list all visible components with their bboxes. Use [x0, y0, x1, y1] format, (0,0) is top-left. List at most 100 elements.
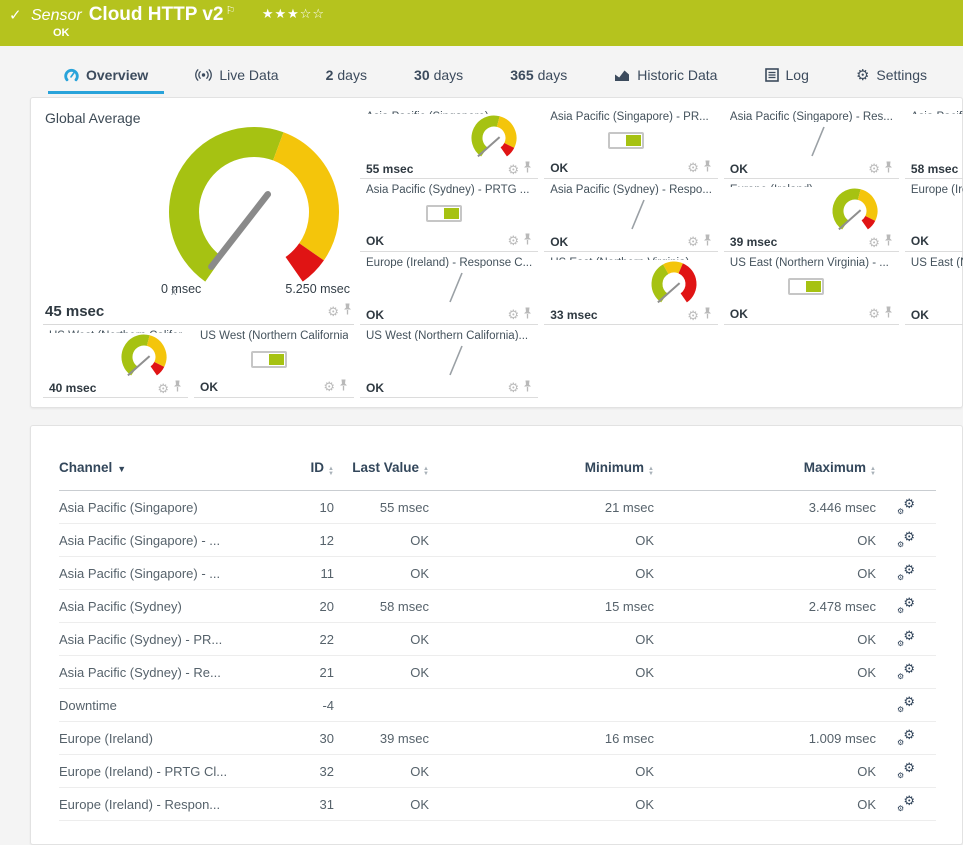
edit-channel-icon[interactable]: ⚙ ⚙	[897, 627, 915, 648]
pin-icon[interactable]	[884, 233, 893, 251]
global-average-panel: Global Average x̄ 0 msec 5.250 msec 45 m…	[43, 106, 354, 325]
channel-cell[interactable]: Asia Pacific (Sydney) - PR...	[59, 622, 254, 656]
stars-empty[interactable]: ☆☆	[299, 6, 326, 21]
pin-icon-glyph	[524, 161, 532, 173]
channel-gear-icon[interactable]: ⚙	[507, 307, 520, 323]
channel-cell[interactable]: Asia Pacific (Singapore) - ...	[59, 523, 254, 557]
channel-panel-title: US West (Northern California)...	[200, 330, 348, 342]
edit-channel-icon[interactable]: ⚙ ⚙	[897, 528, 915, 549]
channel-gear-icon[interactable]: ⚙	[868, 306, 880, 321]
sort-toggle-icon[interactable]: ▲ ▼	[328, 466, 334, 477]
channel-gear-icon[interactable]: ⚙	[157, 380, 169, 396]
id-cell: 21	[254, 655, 334, 689]
channel-panel-title: US East (Northern Virginia) - ...	[910, 257, 963, 268]
pin-icon[interactable]	[173, 379, 182, 397]
priority-stars[interactable]: ★★★☆☆	[262, 6, 325, 21]
pin-icon[interactable]	[523, 160, 532, 178]
edit-channel-icon[interactable]: ⚙ ⚙	[897, 792, 915, 813]
pin-icon[interactable]	[523, 379, 532, 397]
channel-gear-icon[interactable]: ⚙	[687, 307, 699, 323]
column-header-last-value[interactable]: Last Value ▲ ▼	[334, 444, 429, 491]
tab-settings[interactable]: ⚙ Settings	[840, 62, 943, 91]
channel-table-card: Channel ▼ ID ▲ ▼ Last Value ▲ ▼ Minimum ▲ ▼ Maximum…	[30, 425, 963, 845]
tab-log[interactable]: Log	[749, 62, 825, 91]
global-average-title: Global Average	[45, 110, 141, 126]
sensor-header-bar: ✓ Sensor Cloud HTTP v2 ⚐ ★★★☆☆ OK	[0, 0, 963, 46]
column-header-id[interactable]: ID ▲ ▼	[254, 444, 334, 491]
channel-panel-value: OK	[910, 233, 929, 248]
channel-gear-icon[interactable]: ⚙	[507, 161, 520, 177]
panel-13-us-west-northern-california: US West (Northern California) 40 msec ⚙	[43, 325, 188, 398]
column-header-edit	[876, 444, 936, 491]
channel-gear-icon[interactable]: ⚙	[687, 160, 699, 175]
tab-live-data[interactable]: Live Data	[179, 62, 294, 91]
last-value-cell: 39 msec	[334, 721, 429, 755]
pin-icon[interactable]	[343, 302, 352, 320]
id-cell: 32	[254, 754, 334, 788]
sort-toggle-icon[interactable]: ▲ ▼	[870, 466, 876, 477]
mean-marker: x̄	[171, 286, 177, 298]
channel-cell[interactable]: Europe (Ireland) - PRTG Cl...	[59, 754, 254, 788]
channel-cell[interactable]: Asia Pacific (Sydney) - Re...	[59, 655, 254, 689]
panel-2-asia-pacific-singapore-pr: Asia Pacific (Singapore) - PR... OK ⚙	[544, 106, 718, 179]
priority-flag-icon[interactable]: ⚐	[225, 5, 236, 17]
channel-panel-title: Asia Pacific (Sydney) - PRTG ...	[366, 184, 530, 196]
minimum-cell: 16 msec	[429, 721, 654, 755]
pin-icon[interactable]	[523, 232, 532, 250]
tab-2-days[interactable]: 2 days	[310, 62, 383, 91]
channel-cell[interactable]: Europe (Ireland) - Respon...	[59, 787, 254, 821]
pin-icon[interactable]	[703, 233, 712, 251]
column-header-maximum[interactable]: Maximum ▲ ▼	[654, 444, 876, 491]
pin-icon[interactable]	[339, 378, 348, 396]
edit-channel-icon[interactable]: ⚙ ⚙	[897, 660, 915, 681]
tab-365-days[interactable]: 365 days	[494, 62, 583, 91]
channel-cell[interactable]: Asia Pacific (Sydney)	[59, 589, 254, 623]
channel-gear-icon[interactable]: ⚙	[507, 233, 520, 248]
tab-bar: Overview Live Data 2 days 30 days 365 da…	[48, 62, 943, 96]
channel-gear-icon[interactable]: ⚙	[327, 303, 339, 319]
channel-cell[interactable]: Asia Pacific (Singapore) - ...	[59, 556, 254, 590]
tab-label-strong: 30	[414, 67, 430, 83]
column-header-minimum[interactable]: Minimum ▲ ▼	[429, 444, 654, 491]
pin-icon[interactable]	[523, 306, 532, 324]
edit-channel-icon[interactable]: ⚙ ⚙	[897, 495, 915, 516]
channel-cell[interactable]: Europe (Ireland)	[59, 721, 254, 755]
pin-icon[interactable]	[884, 305, 893, 323]
channel-gear-icon[interactable]: ⚙	[323, 379, 335, 394]
pin-icon-glyph	[174, 380, 181, 392]
tab-30-days[interactable]: 30 days	[398, 62, 479, 91]
channel-gear-icon[interactable]: ⚙	[687, 234, 699, 250]
edit-channel-icon[interactable]: ⚙ ⚙	[897, 759, 915, 780]
sort-toggle-icon[interactable]: ▲ ▼	[423, 466, 429, 477]
id-cell: 31	[254, 787, 334, 821]
channel-gear-icon[interactable]: ⚙	[507, 380, 520, 396]
edit-channel-icon[interactable]: ⚙ ⚙	[897, 594, 915, 615]
pin-icon[interactable]	[703, 159, 712, 177]
channel-cell[interactable]: Asia Pacific (Singapore)	[59, 490, 254, 524]
edit-channel-icon[interactable]: ⚙ ⚙	[897, 561, 915, 582]
table-row: Asia Pacific (Singapore) - ... 12 OK OK …	[59, 523, 936, 557]
minimum-cell: 21 msec	[429, 490, 654, 524]
channel-cell[interactable]: Downtime	[59, 688, 254, 722]
channel-gear-icon[interactable]: ⚙	[868, 234, 880, 250]
sort-toggle-icon[interactable]: ▲ ▼	[648, 466, 654, 477]
gauge-chart	[832, 188, 878, 231]
pin-icon[interactable]	[703, 306, 712, 324]
maximum-cell: OK	[654, 523, 876, 557]
channel-gear-icon[interactable]: ⚙	[868, 161, 880, 177]
sort-desc-icon[interactable]: ▼	[117, 464, 127, 474]
status-toggle-indicator	[251, 350, 287, 368]
column-header-channel[interactable]: Channel ▼	[59, 444, 254, 491]
tab-overview[interactable]: Overview	[48, 62, 165, 94]
panel-8-europe-ireland-prtg-cloud: Europe (Ireland) - PRTG Cloud... OK ⚙	[904, 179, 963, 252]
status-badge: OK	[53, 27, 70, 39]
channel-panel-value: OK	[366, 307, 384, 322]
edit-channel-icon[interactable]: ⚙ ⚙	[897, 726, 915, 747]
edit-channel-icon[interactable]: ⚙ ⚙	[897, 693, 915, 714]
global-average-value: 45 msec	[45, 302, 105, 320]
pin-icon[interactable]	[884, 160, 893, 178]
status-toggle-indicator	[426, 204, 463, 222]
pin-icon-glyph	[524, 233, 532, 244]
tab-historic-data[interactable]: Historic Data	[598, 62, 733, 91]
stars-filled[interactable]: ★★★	[261, 6, 300, 21]
